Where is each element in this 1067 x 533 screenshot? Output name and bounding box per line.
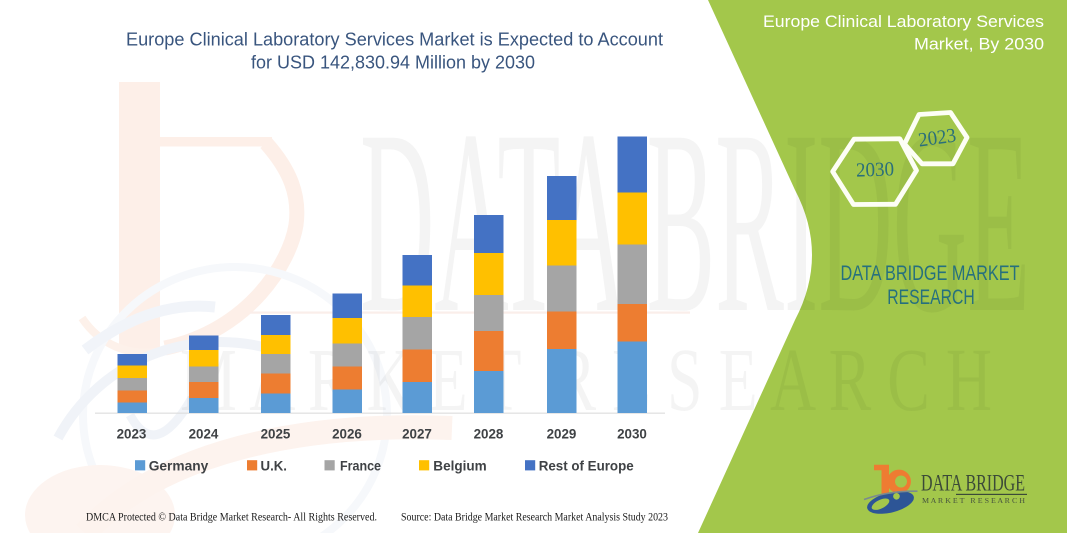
svg-text:2027: 2027 xyxy=(402,427,432,442)
svg-text:U.K.: U.K. xyxy=(261,459,288,474)
svg-text:Germany: Germany xyxy=(149,459,209,474)
svg-text:France: France xyxy=(340,459,381,474)
svg-text:RESEARCH: RESEARCH xyxy=(887,286,974,309)
svg-text:2025: 2025 xyxy=(261,427,291,442)
svg-text:Source: Data Bridge Market Res: Source: Data Bridge Market Research Mark… xyxy=(401,512,668,524)
svg-text:2023: 2023 xyxy=(917,124,958,151)
svg-text:Europe Clinical Laboratory Ser: Europe Clinical Laboratory Services Mark… xyxy=(126,28,663,49)
svg-text:2023: 2023 xyxy=(117,427,147,442)
svg-text:M A R K E T R E S E A R C H: M A R K E T R E S E A R C H xyxy=(922,496,1026,505)
svg-text:Market, By 2030: Market, By 2030 xyxy=(914,35,1044,54)
svg-text:M A R K E T R E S E A R C H: M A R K E T R E S E A R C H xyxy=(180,331,992,430)
svg-text:DMCA Protected © Data Bridge M: DMCA Protected © Data Bridge Market Rese… xyxy=(86,512,377,524)
svg-text:2029: 2029 xyxy=(547,427,577,442)
svg-text:DATA BRIDGE MARKET: DATA BRIDGE MARKET xyxy=(841,262,1020,285)
svg-text:for USD 142,830.94 Million by: for USD 142,830.94 Million by 2030 xyxy=(251,51,535,72)
svg-text:Europe Clinical Laboratory Ser: Europe Clinical Laboratory Services xyxy=(763,12,1044,31)
svg-text:2030: 2030 xyxy=(617,427,647,442)
svg-text:DATA BRIDGE: DATA BRIDGE xyxy=(360,76,1030,367)
svg-text:2028: 2028 xyxy=(474,427,504,442)
svg-text:2030: 2030 xyxy=(856,158,895,181)
svg-text:Belgium: Belgium xyxy=(433,459,486,474)
svg-text:2026: 2026 xyxy=(332,427,362,442)
svg-text:Rest of Europe: Rest of Europe xyxy=(539,459,634,474)
svg-text:DATA BRIDGE: DATA BRIDGE xyxy=(921,471,1025,496)
svg-text:2024: 2024 xyxy=(189,427,219,442)
